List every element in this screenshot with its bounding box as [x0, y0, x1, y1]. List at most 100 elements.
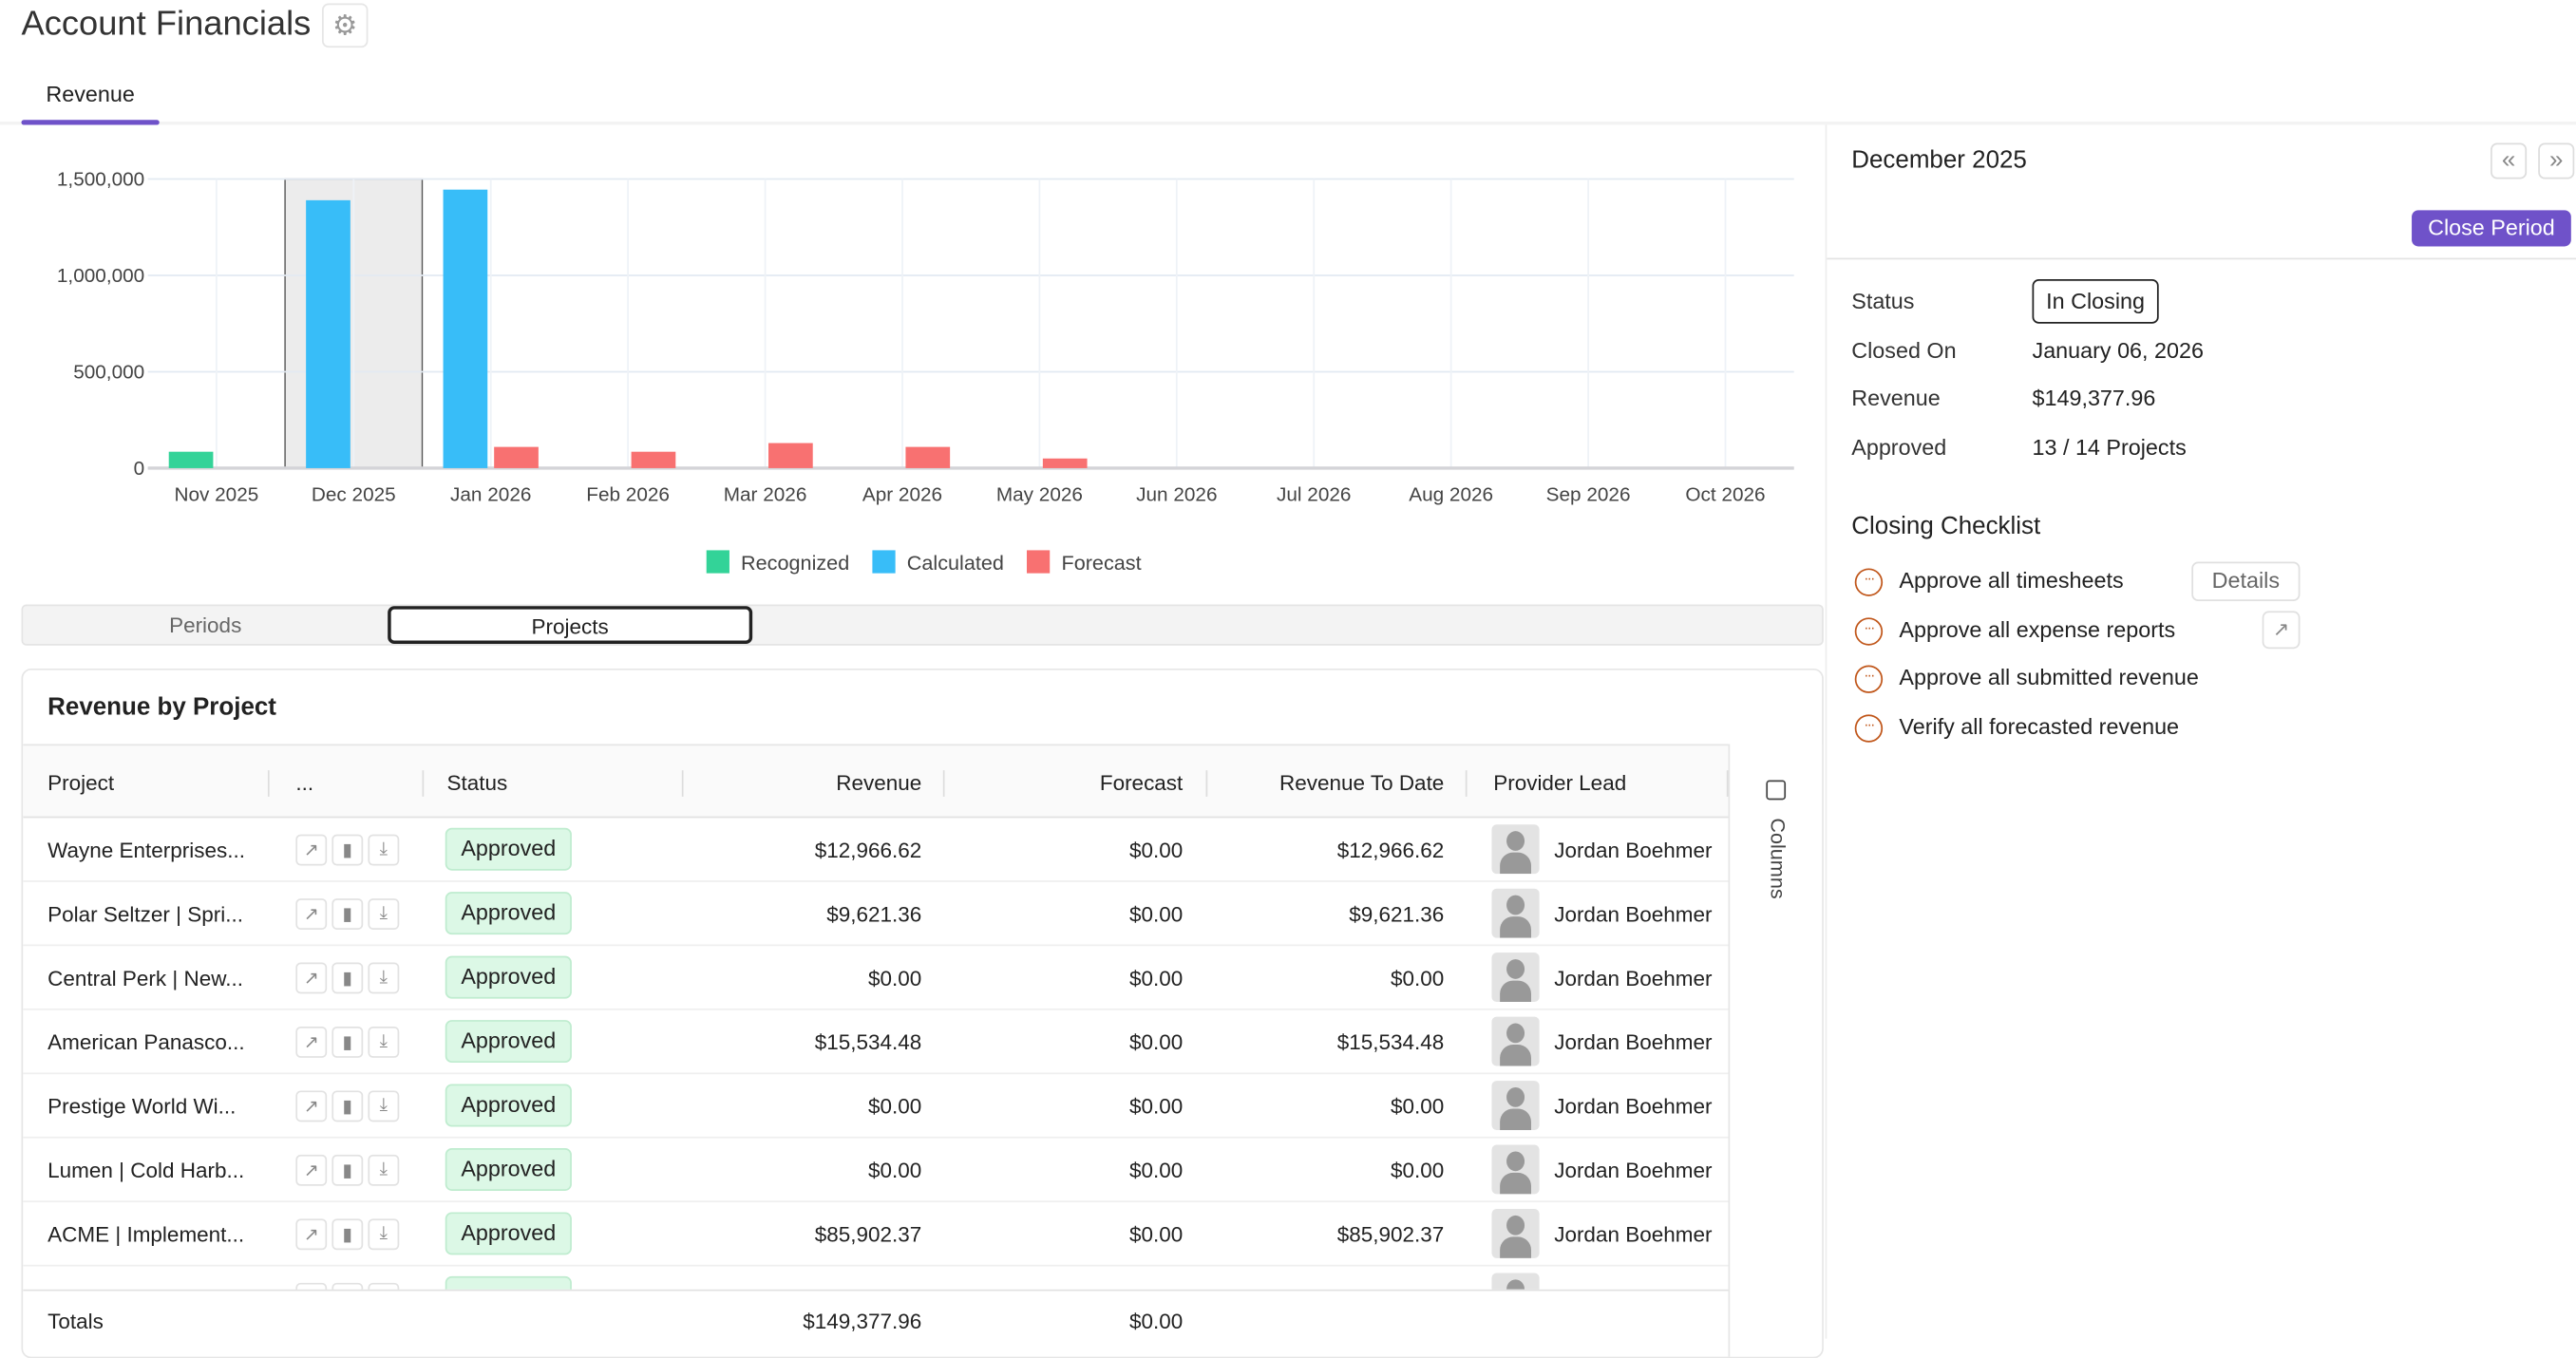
revenue-chart[interactable]: 0 500,000 1,000,000 1,500,000 Nov 2025 Dec 20… — [0, 148, 1808, 526]
status-label: Status — [1851, 289, 1915, 314]
y-tick-label: 0 — [134, 458, 145, 480]
side-panel-icon[interactable]: ▮ — [331, 1154, 364, 1186]
x-tick-label: Aug 2026 — [1409, 484, 1493, 506]
status-badge: Approved — [445, 1212, 572, 1255]
x-tick-label: Nov 2025 — [174, 484, 258, 506]
table-row[interactable]: Central Perk | New... ↗ ▮ ⤓ Approved $0.00… — [23, 946, 1729, 1010]
revenue-to-date-cell: $85,902.37 — [1336, 1221, 1445, 1247]
download-icon[interactable]: ⤓ — [368, 1218, 400, 1251]
table-row[interactable]: Wayne Enterprises... ↗ ▮ ⤓ Approved $12,96… — [23, 818, 1729, 882]
toggle-periods[interactable]: Periods — [169, 613, 242, 638]
open-link-icon[interactable]: ↗ — [295, 834, 328, 866]
pending-icon: ··· — [1854, 617, 1884, 646]
download-icon[interactable]: ⤓ — [368, 834, 400, 866]
open-link-icon[interactable]: ↗ — [295, 898, 328, 930]
col-resize[interactable] — [1205, 770, 1208, 797]
revenue-cell: $12,966.62 — [814, 838, 922, 863]
project-name[interactable]: Wayne Enterprises... — [47, 838, 246, 863]
gear-icon[interactable]: ⚙ — [322, 3, 369, 48]
col-project[interactable]: Project — [47, 770, 115, 796]
legend-recognized[interactable]: Recognized — [706, 550, 849, 575]
side-panel-icon[interactable]: ▮ — [331, 834, 364, 866]
download-icon[interactable]: ⤓ — [368, 898, 400, 930]
toggle-projects[interactable]: Projects — [388, 606, 753, 645]
col-resize[interactable] — [422, 770, 425, 797]
col-revenue[interactable]: Revenue — [836, 770, 922, 796]
col-resize[interactable] — [1465, 770, 1468, 797]
details-button[interactable]: Details — [2191, 561, 2301, 602]
divider — [1827, 257, 2576, 260]
download-icon[interactable]: ⤓ — [368, 1090, 400, 1122]
previous-period-icon[interactable]: « — [2491, 142, 2528, 179]
close-period-button[interactable]: Close Period — [2412, 210, 2571, 247]
revenue-to-date-cell: $12,966.62 — [1336, 838, 1445, 863]
open-link-icon[interactable]: ↗ — [295, 1090, 328, 1122]
table-row[interactable]: ACME | Implement... ↗ ▮ ⤓ Approved $85,902… — [23, 1202, 1729, 1267]
legend-calculated[interactable]: Calculated — [872, 550, 1004, 575]
avatar — [1491, 952, 1540, 1003]
project-name[interactable]: Prestige World Wi... — [47, 1093, 237, 1119]
totals-label: Totals — [47, 1309, 104, 1334]
avatar — [1491, 1144, 1540, 1195]
next-period-icon[interactable]: » — [2538, 142, 2575, 179]
avatar — [1491, 1016, 1540, 1066]
table-row[interactable]: Polar Seltzer | Spri... ↗ ▮ ⤓ Approved $9,… — [23, 882, 1729, 947]
legend-forecast[interactable]: Forecast — [1027, 550, 1142, 575]
checklist-item: Approve all timesheets — [1899, 568, 2124, 594]
approved-label: Approved — [1851, 435, 1947, 461]
checklist-item: Approve all submitted revenue — [1899, 665, 2199, 690]
card-title: Revenue by Project — [47, 692, 276, 722]
page-title: Account Financials — [21, 5, 312, 43]
side-panel-icon[interactable]: ▮ — [331, 962, 364, 994]
side-panel-icon[interactable]: ▮ — [331, 1090, 364, 1122]
status-badge: Approved — [445, 1084, 572, 1127]
revenue-label: Revenue — [1851, 386, 1941, 411]
open-link-icon[interactable]: ↗ — [295, 1027, 328, 1058]
external-link-icon[interactable]: ↗ — [2262, 611, 2301, 650]
table-row[interactable]: Lumen | Cold Harb... ↗ ▮ ⤓ Approved $0.00 … — [23, 1139, 1729, 1203]
revenue-cell: $85,902.37 — [814, 1221, 922, 1247]
columns-panel-toggle[interactable]: Columns — [1728, 744, 1823, 1357]
col-revenue-to-date[interactable]: Revenue To Date — [1279, 770, 1445, 796]
forecast-cell: $0.00 — [1129, 1221, 1184, 1247]
open-link-icon[interactable]: ↗ — [295, 1218, 328, 1251]
side-panel-icon[interactable]: ▮ — [331, 898, 364, 930]
x-tick-label: May 2026 — [996, 484, 1083, 506]
project-name[interactable]: Lumen | Cold Harb... — [47, 1158, 245, 1183]
col-resize[interactable] — [681, 770, 684, 797]
tab-divider — [0, 121, 2576, 125]
revenue-value: $149,377.96 — [2032, 386, 2156, 411]
open-link-icon[interactable]: ↗ — [295, 962, 328, 994]
revenue-to-date-cell: $15,534.48 — [1336, 1029, 1445, 1055]
project-name[interactable]: Polar Seltzer | Spri... — [47, 901, 243, 927]
bar-forecast — [905, 446, 951, 468]
side-panel-icon[interactable]: ▮ — [331, 1027, 364, 1058]
forecast-cell: $0.00 — [1129, 1029, 1184, 1055]
project-name[interactable]: Central Perk | New... — [47, 966, 243, 990]
tab-revenue[interactable]: Revenue — [46, 82, 135, 107]
table-row[interactable]: Prestige World Wi... ↗ ▮ ⤓ Approved $0.00 … — [23, 1074, 1729, 1139]
col-resize[interactable] — [267, 770, 270, 797]
download-icon[interactable]: ⤓ — [368, 1154, 400, 1186]
download-icon[interactable]: ⤓ — [368, 962, 400, 994]
approved-value: 13 / 14 Projects — [2032, 435, 2187, 461]
forecast-cell: $0.00 — [1129, 966, 1184, 990]
open-link-icon[interactable]: ↗ — [295, 1154, 328, 1186]
x-tick-label: Jul 2026 — [1277, 484, 1351, 506]
bar-recognized — [168, 451, 214, 468]
col-provider-lead[interactable]: Provider Lead — [1493, 770, 1627, 796]
col-forecast[interactable]: Forecast — [1099, 770, 1184, 796]
col-status[interactable]: Status — [446, 770, 508, 796]
col-resize[interactable] — [1726, 770, 1729, 797]
project-name[interactable]: ACME | Implement... — [47, 1221, 245, 1247]
revenue-cell: $15,534.48 — [814, 1029, 922, 1055]
download-icon[interactable]: ⤓ — [368, 1027, 400, 1058]
col-resize[interactable] — [942, 770, 945, 797]
side-panel-icon[interactable]: ▮ — [331, 1218, 364, 1251]
col-actions[interactable]: ... — [295, 770, 314, 796]
table-row[interactable]: American Panasco... ↗ ▮ ⤓ Approved $15,534… — [23, 1010, 1729, 1075]
project-name[interactable]: American Panasco... — [47, 1029, 245, 1055]
bar-forecast — [1042, 458, 1088, 468]
revenue-cell: $9,621.36 — [826, 901, 922, 927]
totals-revenue: $149,377.96 — [803, 1309, 922, 1334]
